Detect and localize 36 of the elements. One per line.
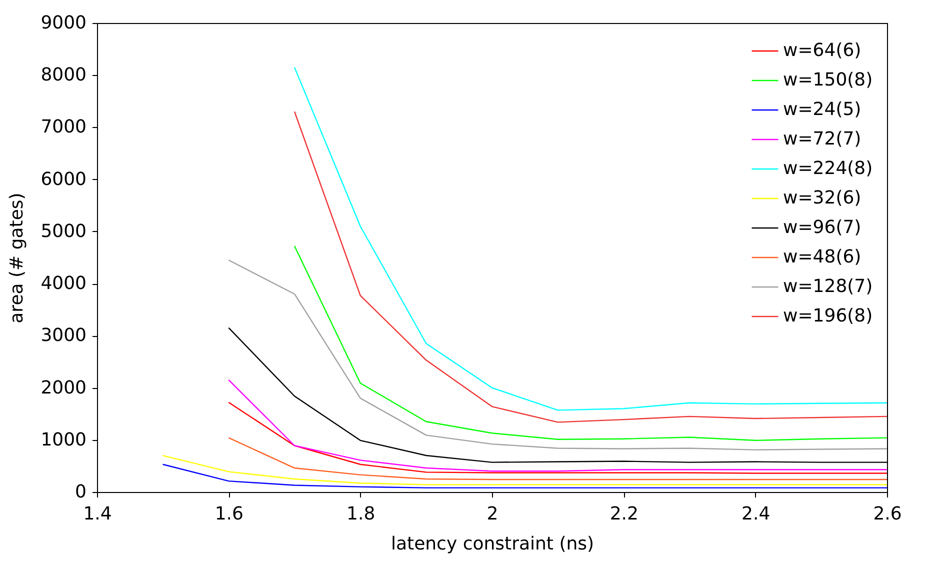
y-tick-label: 1000 — [40, 429, 86, 450]
y-tick-label: 4000 — [40, 273, 86, 294]
y-tick-label: 2000 — [40, 377, 86, 398]
line-series — [294, 245, 887, 442]
x-tick-label: 2.6 — [873, 504, 902, 524]
y-tick-label: 9000 — [40, 12, 86, 34]
x-tick-label: 1.8 — [346, 504, 376, 524]
y-tick-label: 8000 — [40, 64, 86, 86]
line-series — [228, 402, 887, 474]
line-series — [294, 66, 887, 411]
legend-label: w=48(6) — [783, 246, 862, 268]
line-series — [162, 454, 887, 486]
legend-label: w=128(7) — [783, 276, 873, 297]
legend-label: w=32(6) — [783, 188, 862, 208]
y-tick-label: 6000 — [40, 168, 86, 190]
line-series — [228, 379, 887, 472]
x-axis-title: latency constraint (ns) — [390, 534, 594, 554]
x-tick-label: 2.4 — [742, 504, 770, 524]
y-axis-title: area (# gates) — [6, 192, 28, 324]
x-tick-label: 1.6 — [214, 504, 244, 524]
legend-label: w=96(7) — [783, 217, 862, 238]
x-tick-label: 2 — [486, 504, 498, 524]
legend-label: w=24(5) — [783, 99, 862, 120]
line-series — [228, 437, 887, 480]
y-tick-label: 3000 — [40, 325, 86, 346]
legend-label: w=150(8) — [783, 70, 873, 90]
legend-label: w=224(8) — [783, 158, 873, 179]
legend-label: w=72(7) — [783, 128, 862, 150]
y-tick-label: 5000 — [40, 220, 86, 242]
y-tick-label: 7000 — [40, 116, 86, 138]
x-tick-label: 2.2 — [610, 504, 638, 524]
legend-label: w=196(8) — [783, 306, 873, 326]
legend-label: w=64(6) — [783, 40, 862, 61]
x-tick-label: 1.4 — [83, 504, 112, 524]
line-series — [162, 464, 887, 488]
y-tick-label: 0 — [75, 482, 86, 502]
